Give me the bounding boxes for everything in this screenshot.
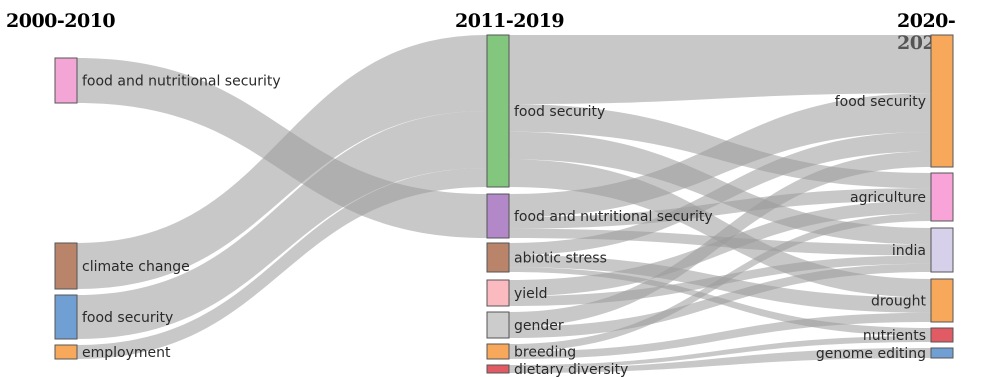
link-n1_fns-to-n2_agri <box>509 188 931 229</box>
node-n0_emp <box>54 344 78 360</box>
period-label-2011-2019: 2011-2019 <box>455 10 565 32</box>
labels-layer: food and nutritional security climate cha… <box>82 74 927 377</box>
link-n1_fs-to-n2_fs <box>509 35 931 105</box>
node-n1_abs <box>486 242 510 273</box>
node-n0_fns <box>54 57 78 104</box>
node-label-n0_fs: food security <box>82 310 173 326</box>
node-n2_drought <box>930 278 954 323</box>
node-label-n2_india: india <box>892 243 926 259</box>
node-label-n1_dd: dietary diversity <box>514 362 628 377</box>
link-n0_cc-to-n1_fs <box>77 35 487 289</box>
node-label-n2_agri: agriculture <box>850 190 926 206</box>
node-label-n1_yield: yield <box>514 286 548 302</box>
link-n1_gender-to-n2_fs <box>509 151 931 327</box>
node-label-n0_cc: climate change <box>82 259 190 275</box>
link-n1_dd-to-n2_nutr <box>509 336 931 369</box>
link-n1_yield-to-n2_agri <box>509 200 931 297</box>
node-n2_ge <box>930 347 954 359</box>
link-n1_dd-to-n2_ge <box>509 348 931 373</box>
node-n0_fs <box>54 294 78 340</box>
node-n1_dd <box>486 364 510 374</box>
node-label-n2_nutr: nutrients <box>863 328 926 344</box>
node-n2_fs <box>930 34 954 168</box>
period-label-2000-2010: 2000-2010 <box>6 10 116 32</box>
link-n1_breed-to-n2_agri <box>509 213 931 352</box>
node-n0_cc <box>54 242 78 290</box>
links-layer <box>77 35 931 373</box>
node-label-n1_abs: abiotic stress <box>514 251 607 267</box>
nodes-layer <box>54 34 954 374</box>
link-n1_abs-to-n2_fs <box>509 132 931 256</box>
node-label-n2_ge: genome editing <box>816 346 926 362</box>
node-label-n0_emp: employment <box>82 345 171 361</box>
link-n0_emp-to-n1_fs <box>77 168 487 359</box>
link-n1_breed-to-n2_drought <box>509 312 931 359</box>
node-n1_breed <box>486 343 510 360</box>
node-label-n0_fns: food and nutritional security <box>82 74 281 90</box>
node-label-n1_fns: food and nutritional security <box>514 209 713 225</box>
link-n1_fns-to-n2_fs <box>509 93 931 218</box>
node-n1_gender <box>486 311 510 339</box>
node-label-n2_fs: food security <box>835 94 926 110</box>
node-label-n1_breed: breeding <box>514 345 576 361</box>
node-n2_india <box>930 227 954 273</box>
node-n2_agri <box>930 172 954 222</box>
link-n0_fs-to-n1_fs <box>77 111 487 339</box>
node-n1_fs <box>486 34 510 188</box>
link-n1_gender-to-n2_india <box>509 263 931 338</box>
node-label-n2_drought: drought <box>871 294 927 310</box>
node-label-n1_fs: food security <box>514 104 605 120</box>
node-n1_yield <box>486 279 510 307</box>
node-n1_fns <box>486 193 510 239</box>
node-label-n1_gender: gender <box>514 318 564 334</box>
node-n2_nutr <box>930 327 954 343</box>
